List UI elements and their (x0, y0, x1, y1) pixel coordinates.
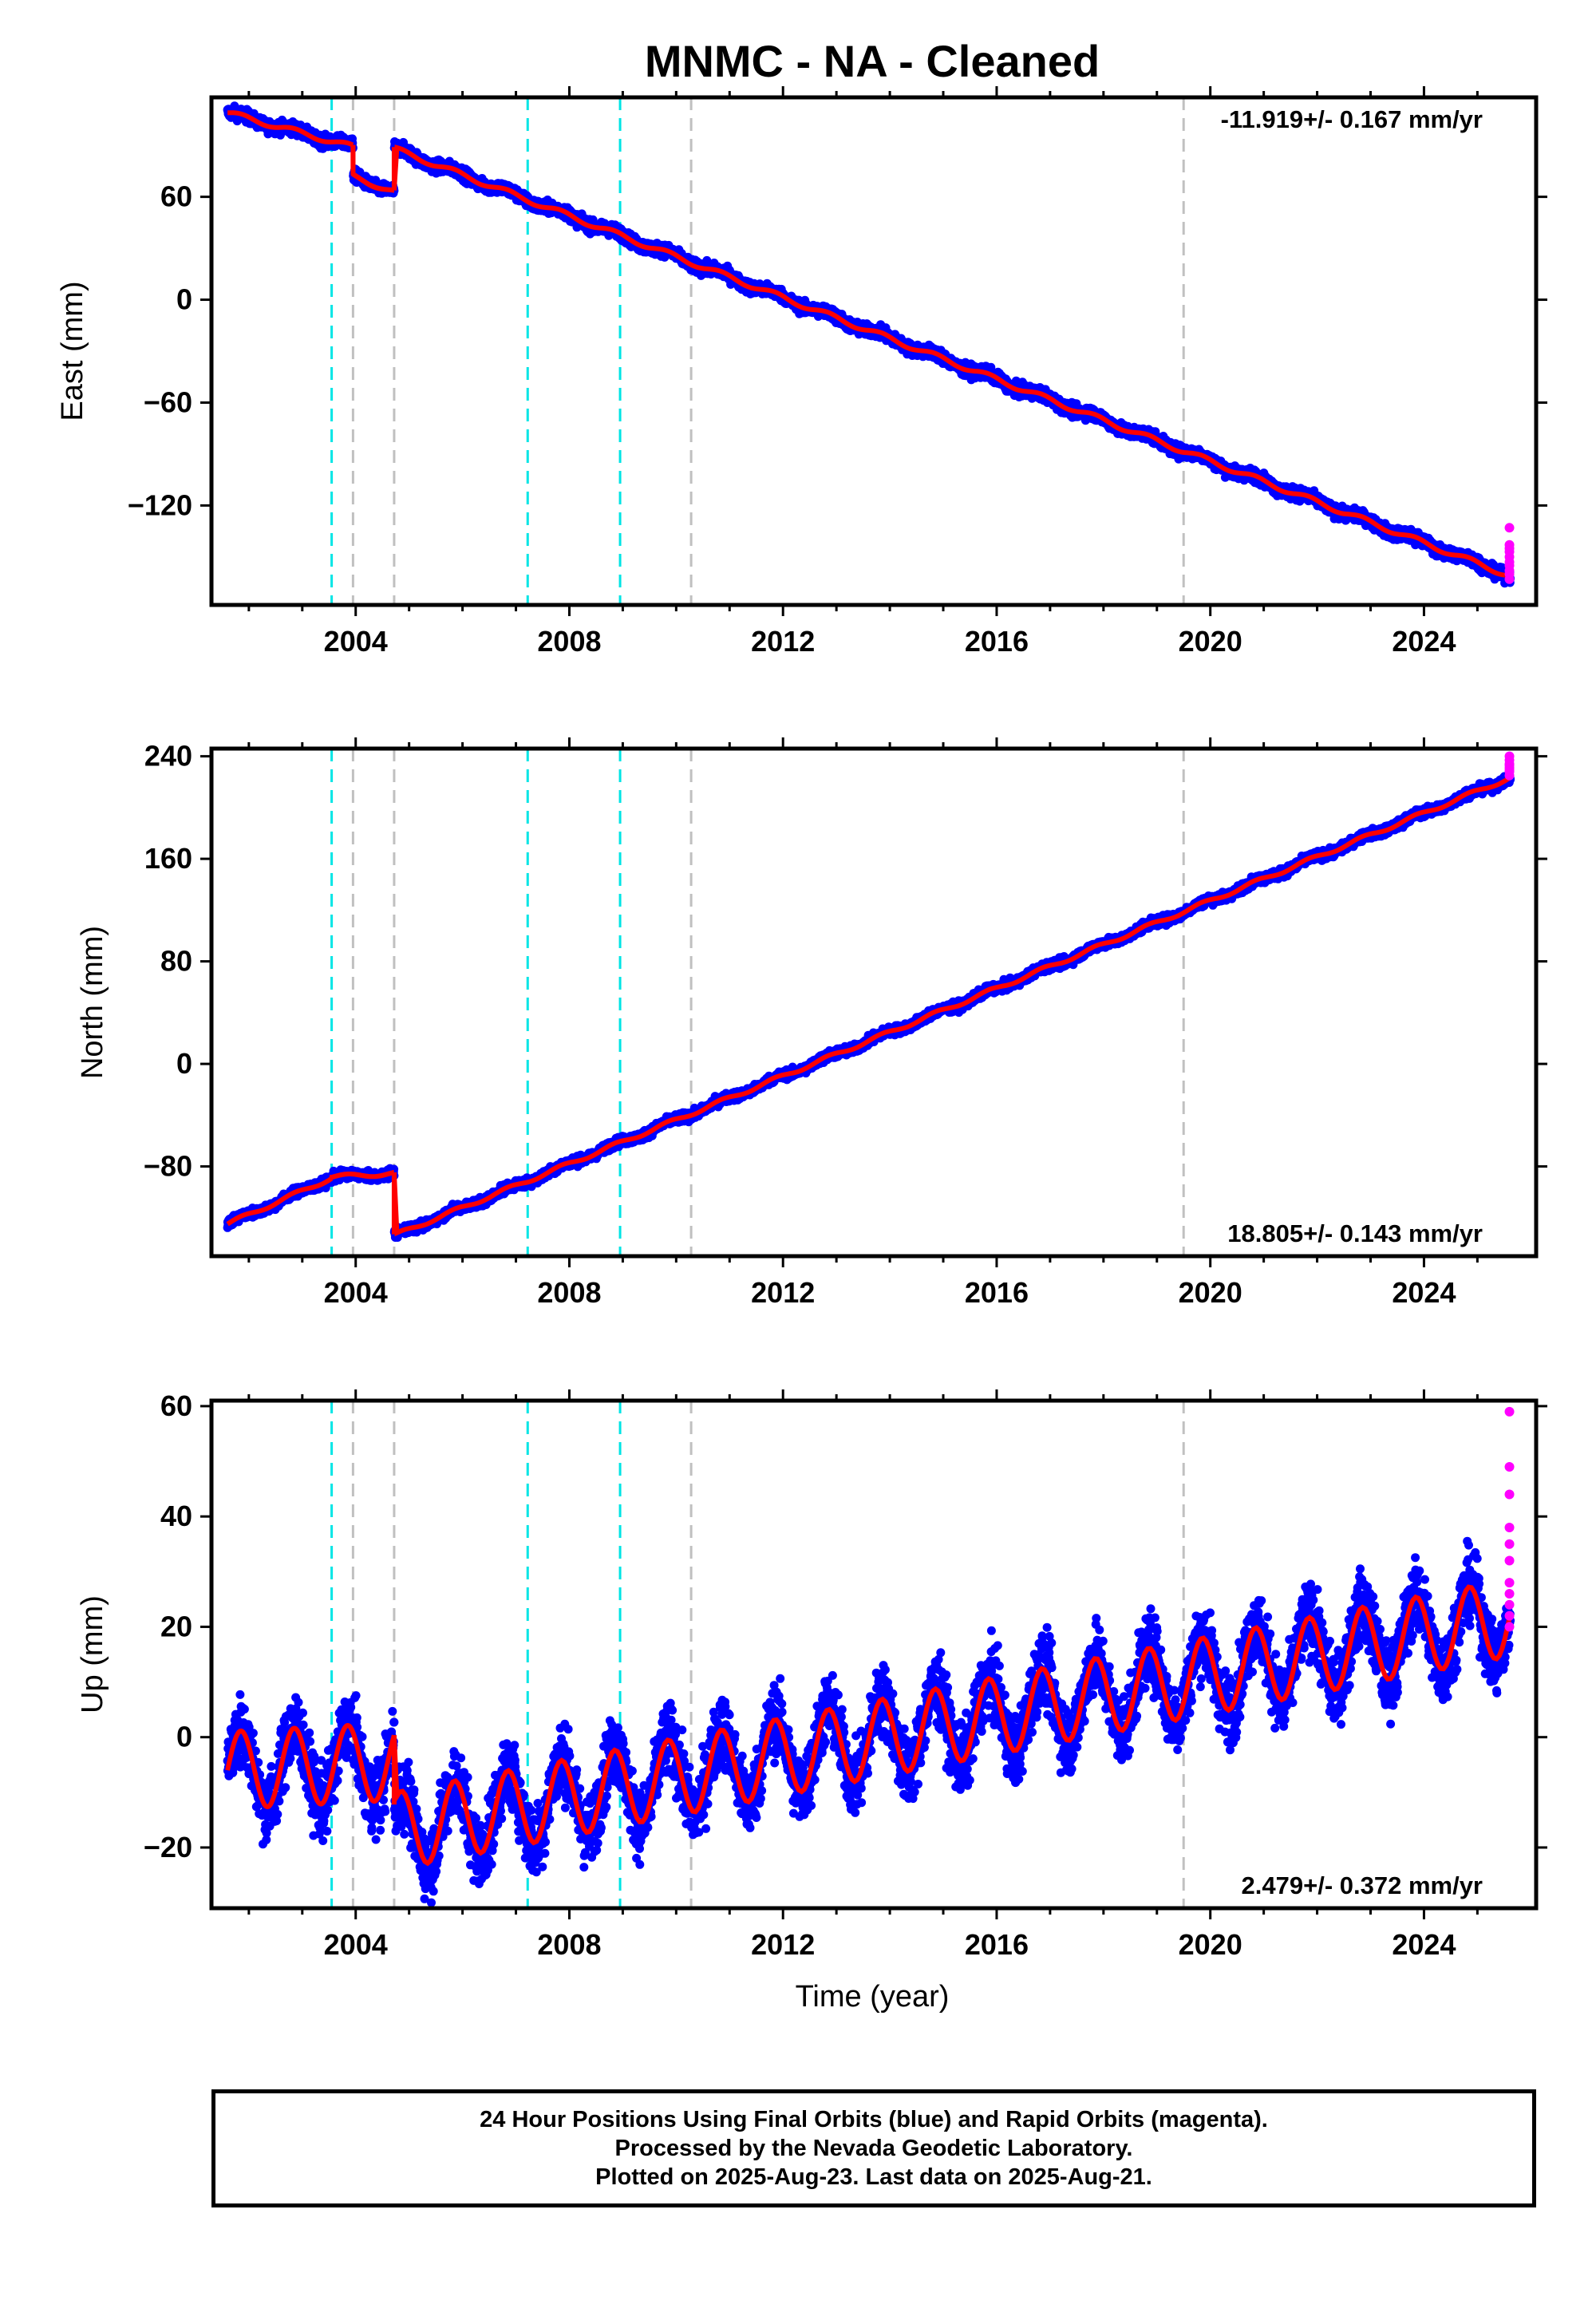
final-orbit-points (223, 101, 1515, 588)
chart-title: MNMC - NA - Cleaned (645, 36, 1100, 86)
